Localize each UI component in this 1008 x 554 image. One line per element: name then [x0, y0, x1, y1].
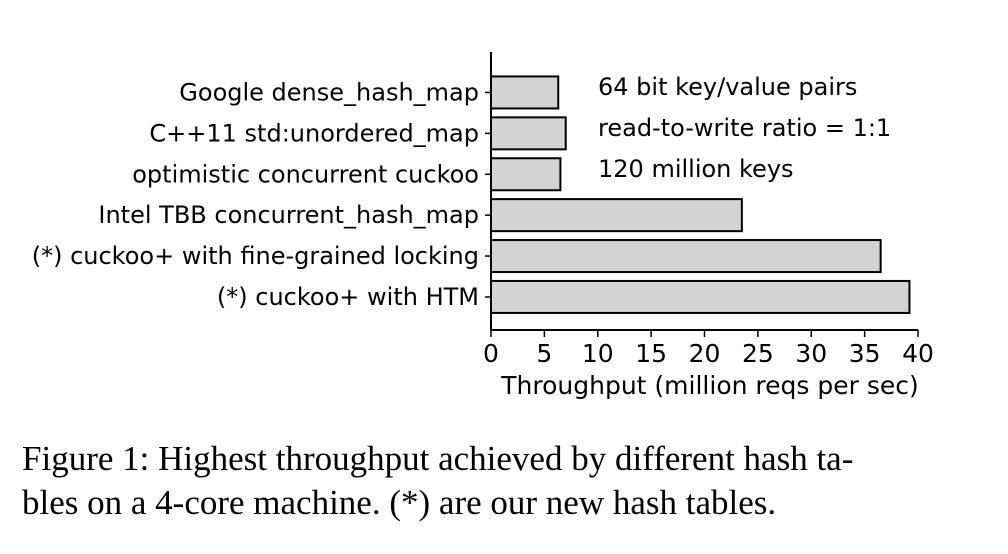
- annotation-text: 64 bit key/value pairs: [598, 73, 857, 101]
- category-labels: Google dense_hash_map C++11 std:unordered…: [32, 78, 479, 311]
- category-label: Google dense_hash_map: [179, 78, 479, 106]
- category-label: (*) cuckoo+ with HTM: [217, 283, 479, 311]
- x-tick-label: 25: [742, 339, 774, 368]
- bar: [490, 116, 567, 151]
- bar-chart: Google dense_hash_map C++11 std:unordered…: [32, 52, 934, 400]
- bar: [490, 239, 882, 274]
- caption-line-1: Figure 1: Highest throughput achieved by…: [22, 439, 854, 478]
- x-tick-label: 0: [483, 339, 499, 368]
- caption-line-2: bles on a 4-core machine. (*) are our ne…: [22, 483, 777, 522]
- category-label: optimistic concurrent cuckoo: [132, 160, 479, 188]
- figure-caption: Figure 1: Highest throughput achieved by…: [22, 437, 982, 525]
- annotation-text: 120 million keys: [598, 155, 794, 183]
- x-axis: 0 5 10 15 20 25 30 35 40: [483, 52, 934, 368]
- category-label: C++11 std:unordered_map: [149, 119, 479, 147]
- x-axis-label: Throughput (million reqs per sec): [500, 371, 918, 400]
- bars-layer: [490, 75, 911, 314]
- x-tick-label: 40: [902, 339, 934, 368]
- annotations: 64 bit key/value pairs read-to-write rati…: [598, 73, 891, 183]
- x-tick-label: 30: [795, 339, 827, 368]
- annotation-text: read-to-write ratio = 1:1: [598, 114, 891, 142]
- bar: [490, 157, 562, 192]
- bar: [490, 198, 743, 233]
- category-label: Intel TBB concurrent_hash_map: [98, 201, 479, 229]
- x-tick-label: 5: [536, 339, 552, 368]
- x-tick-label: 20: [689, 339, 721, 368]
- bar: [490, 279, 911, 314]
- x-tick-label: 35: [849, 339, 881, 368]
- category-label: (*) cuckoo+ with fine-grained locking: [32, 242, 479, 270]
- x-tick-label: 15: [635, 339, 667, 368]
- bar: [490, 75, 560, 110]
- x-tick-label: 10: [582, 339, 614, 368]
